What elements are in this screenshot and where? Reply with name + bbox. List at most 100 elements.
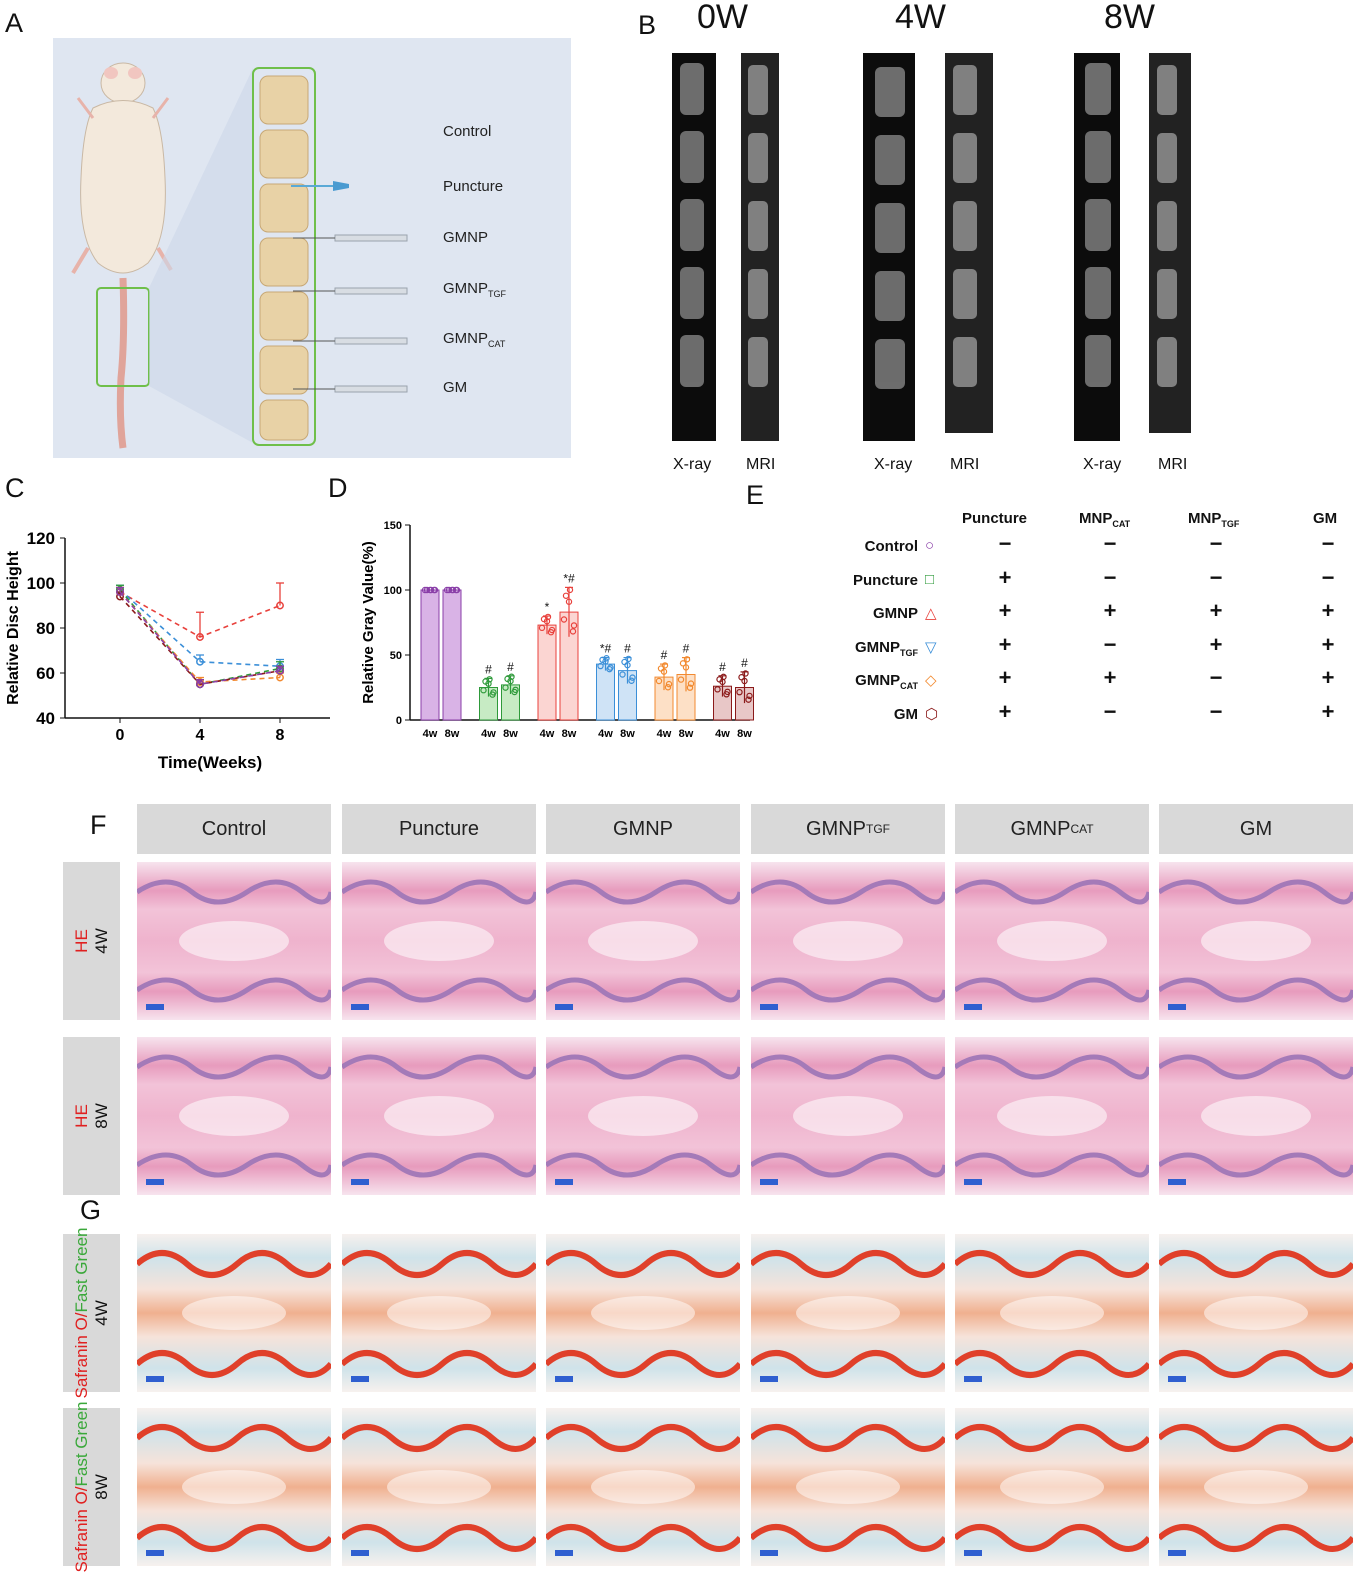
scale-bar — [760, 1179, 778, 1185]
x-axis-label: Time(Weeks) — [158, 753, 262, 772]
y-tick-label: 50 — [390, 650, 402, 662]
row-label-he-4w: HE 4W — [63, 862, 120, 1020]
y-tick-label: 60 — [36, 664, 55, 683]
he-stain-image — [342, 1037, 536, 1195]
replicate-point — [741, 677, 748, 685]
he-stain-image — [137, 1037, 331, 1195]
x-tick-label: 8w — [562, 728, 577, 740]
x-tick-label: 4w — [423, 728, 438, 740]
replicate-point — [480, 687, 487, 694]
scale-bar — [351, 1004, 369, 1010]
table-cell: + — [1321, 598, 1335, 623]
y-tick-label: 80 — [36, 619, 55, 638]
significance-label: # — [719, 660, 726, 674]
replicate-point — [686, 684, 694, 691]
replicate-point — [502, 684, 509, 691]
replicate-point — [682, 664, 690, 671]
column-header-gm: GM — [1159, 804, 1353, 854]
bar — [442, 589, 462, 721]
row-label-safranin-4w: Safranin O/Fast Green 4W — [63, 1227, 120, 1399]
safranin-stain-image — [137, 1234, 331, 1392]
replicate-point — [606, 665, 613, 673]
replicate-point — [486, 676, 493, 683]
data-point — [116, 592, 124, 601]
replicate-point — [655, 677, 663, 685]
xray-label-0w: X-ray — [673, 456, 712, 473]
replicate-point — [449, 586, 457, 594]
panel-label-f: F — [90, 810, 107, 840]
significance-label: *# — [563, 571, 575, 585]
timepoint-8w: 8W — [1104, 0, 1155, 36]
he-stain-image — [1159, 862, 1353, 1020]
data-point — [196, 680, 204, 689]
scale-bar — [555, 1376, 573, 1382]
mri-label-8w: MRI — [1158, 456, 1188, 473]
bar — [537, 624, 557, 721]
column-header-gmnp-tgf: GMNP TGF — [751, 804, 945, 854]
group-marker-icon: ▽ — [925, 638, 937, 656]
replicate-point — [629, 674, 636, 681]
replicate-point — [427, 586, 435, 594]
x-tick-label: 4w — [715, 728, 730, 740]
replicate-point — [628, 677, 635, 684]
table-cell: + — [998, 564, 1012, 590]
safranin-stain-image — [1159, 1234, 1353, 1392]
x-tick-label: 0 — [116, 727, 125, 744]
significance-label: # — [741, 656, 748, 670]
bar — [596, 663, 615, 721]
x-tick-label: 4w — [657, 728, 672, 740]
y-tick-label: 150 — [384, 520, 402, 532]
panel-label-b: B — [638, 10, 657, 40]
table-cell: + — [1209, 631, 1223, 657]
replicate-point — [599, 656, 606, 664]
rat-spine-illustration — [71, 62, 408, 449]
scale-bar — [146, 1550, 164, 1556]
scale-bar — [555, 1004, 573, 1010]
table-cell: − — [1321, 564, 1335, 590]
scale-bar — [351, 1179, 369, 1185]
data-point — [196, 633, 204, 641]
scale-bar — [1168, 1550, 1186, 1556]
replicate-point — [597, 662, 604, 670]
replicate-point — [746, 692, 753, 700]
significance-label: # — [683, 642, 690, 656]
x-tick-label: 4 — [196, 727, 205, 744]
replicate-point — [603, 655, 610, 662]
replicate-point — [511, 688, 518, 696]
x-tick-label: 4w — [481, 728, 496, 740]
safranin-stain-image — [546, 1234, 740, 1392]
panel-label-d: D — [328, 473, 348, 503]
replicate-point — [565, 598, 573, 605]
data-point — [116, 588, 124, 596]
table-cell: + — [998, 631, 1012, 657]
scale-bar — [555, 1550, 573, 1556]
replicate-point — [736, 688, 743, 696]
scale-bar — [760, 1376, 778, 1382]
table-row-label: Control — [864, 538, 918, 555]
replicate-point — [679, 660, 687, 667]
bar — [420, 589, 440, 721]
data-point — [276, 601, 284, 610]
safranin-stain-image — [342, 1408, 536, 1566]
table-cell: − — [1209, 564, 1223, 590]
group-marker-icon: △ — [925, 605, 937, 622]
group-marker-icon: ○ — [925, 537, 935, 554]
replicate-point — [657, 665, 665, 672]
replicate-point — [677, 676, 685, 683]
scale-bar — [964, 1004, 982, 1010]
replicate-point — [570, 622, 578, 629]
replicate-point — [562, 592, 570, 599]
y-tick-label: 100 — [384, 585, 402, 597]
scale-bar — [146, 1179, 164, 1185]
he-stain-image — [546, 862, 740, 1020]
group-marker-icon: ⬡ — [925, 705, 939, 723]
column-header-control: Control — [137, 804, 331, 854]
replicate-point — [621, 658, 628, 666]
scale-bar — [964, 1550, 982, 1556]
column-header-gmnp: GMNP — [546, 804, 740, 854]
row-label-safranin-8w: Safranin O/Fast Green 8W — [63, 1401, 120, 1573]
significance-label: # — [661, 648, 668, 662]
table-cell: + — [1103, 598, 1117, 623]
table-cell: − — [1103, 698, 1117, 724]
replicate-point — [661, 662, 669, 669]
